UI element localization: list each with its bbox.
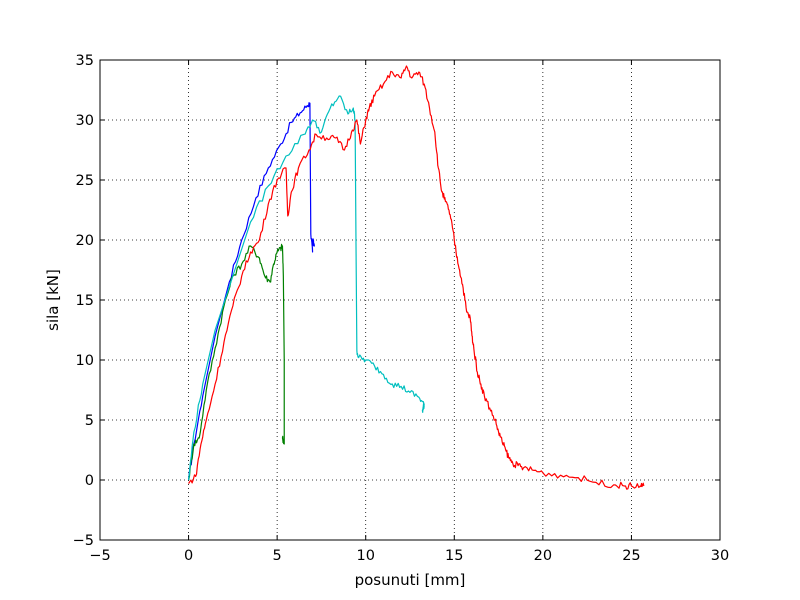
y-tick-label: 10: [76, 353, 94, 369]
x-tick-label: 20: [534, 548, 552, 564]
y-axis-label: sila [kN]: [44, 269, 62, 331]
y-tick-label: 35: [76, 53, 94, 69]
x-tick-label: 30: [711, 548, 729, 564]
x-tick-labels: −5 0 5 10 15 20 25 30: [89, 548, 729, 564]
x-tick-label: 5: [273, 548, 282, 564]
x-tick-label: −5: [89, 548, 110, 564]
ticks: [99, 59, 721, 541]
x-tick-label: 10: [356, 548, 374, 564]
grid: [100, 60, 720, 540]
y-tick-label: 30: [76, 113, 94, 129]
series-line-4: [188, 65, 645, 490]
x-tick-label: 0: [184, 548, 193, 564]
y-tick-label: 25: [76, 173, 94, 189]
y-tick-label: 0: [85, 473, 94, 489]
y-tick-label: 20: [76, 233, 94, 249]
y-tick-label: 15: [76, 293, 94, 309]
x-axis-label: posunuti [mm]: [355, 571, 466, 589]
series-line-1: [187, 102, 315, 481]
y-tick-label: 5: [85, 413, 94, 429]
series-lines: [187, 65, 645, 490]
series-line-2: [187, 243, 285, 481]
x-tick-label: 15: [445, 548, 463, 564]
series-line-3: [187, 95, 425, 481]
y-tick-label: −5: [73, 533, 94, 549]
x-tick-label: 25: [622, 548, 640, 564]
y-tick-labels: −5 0 5 10 15 20 25 30 35: [73, 53, 94, 549]
